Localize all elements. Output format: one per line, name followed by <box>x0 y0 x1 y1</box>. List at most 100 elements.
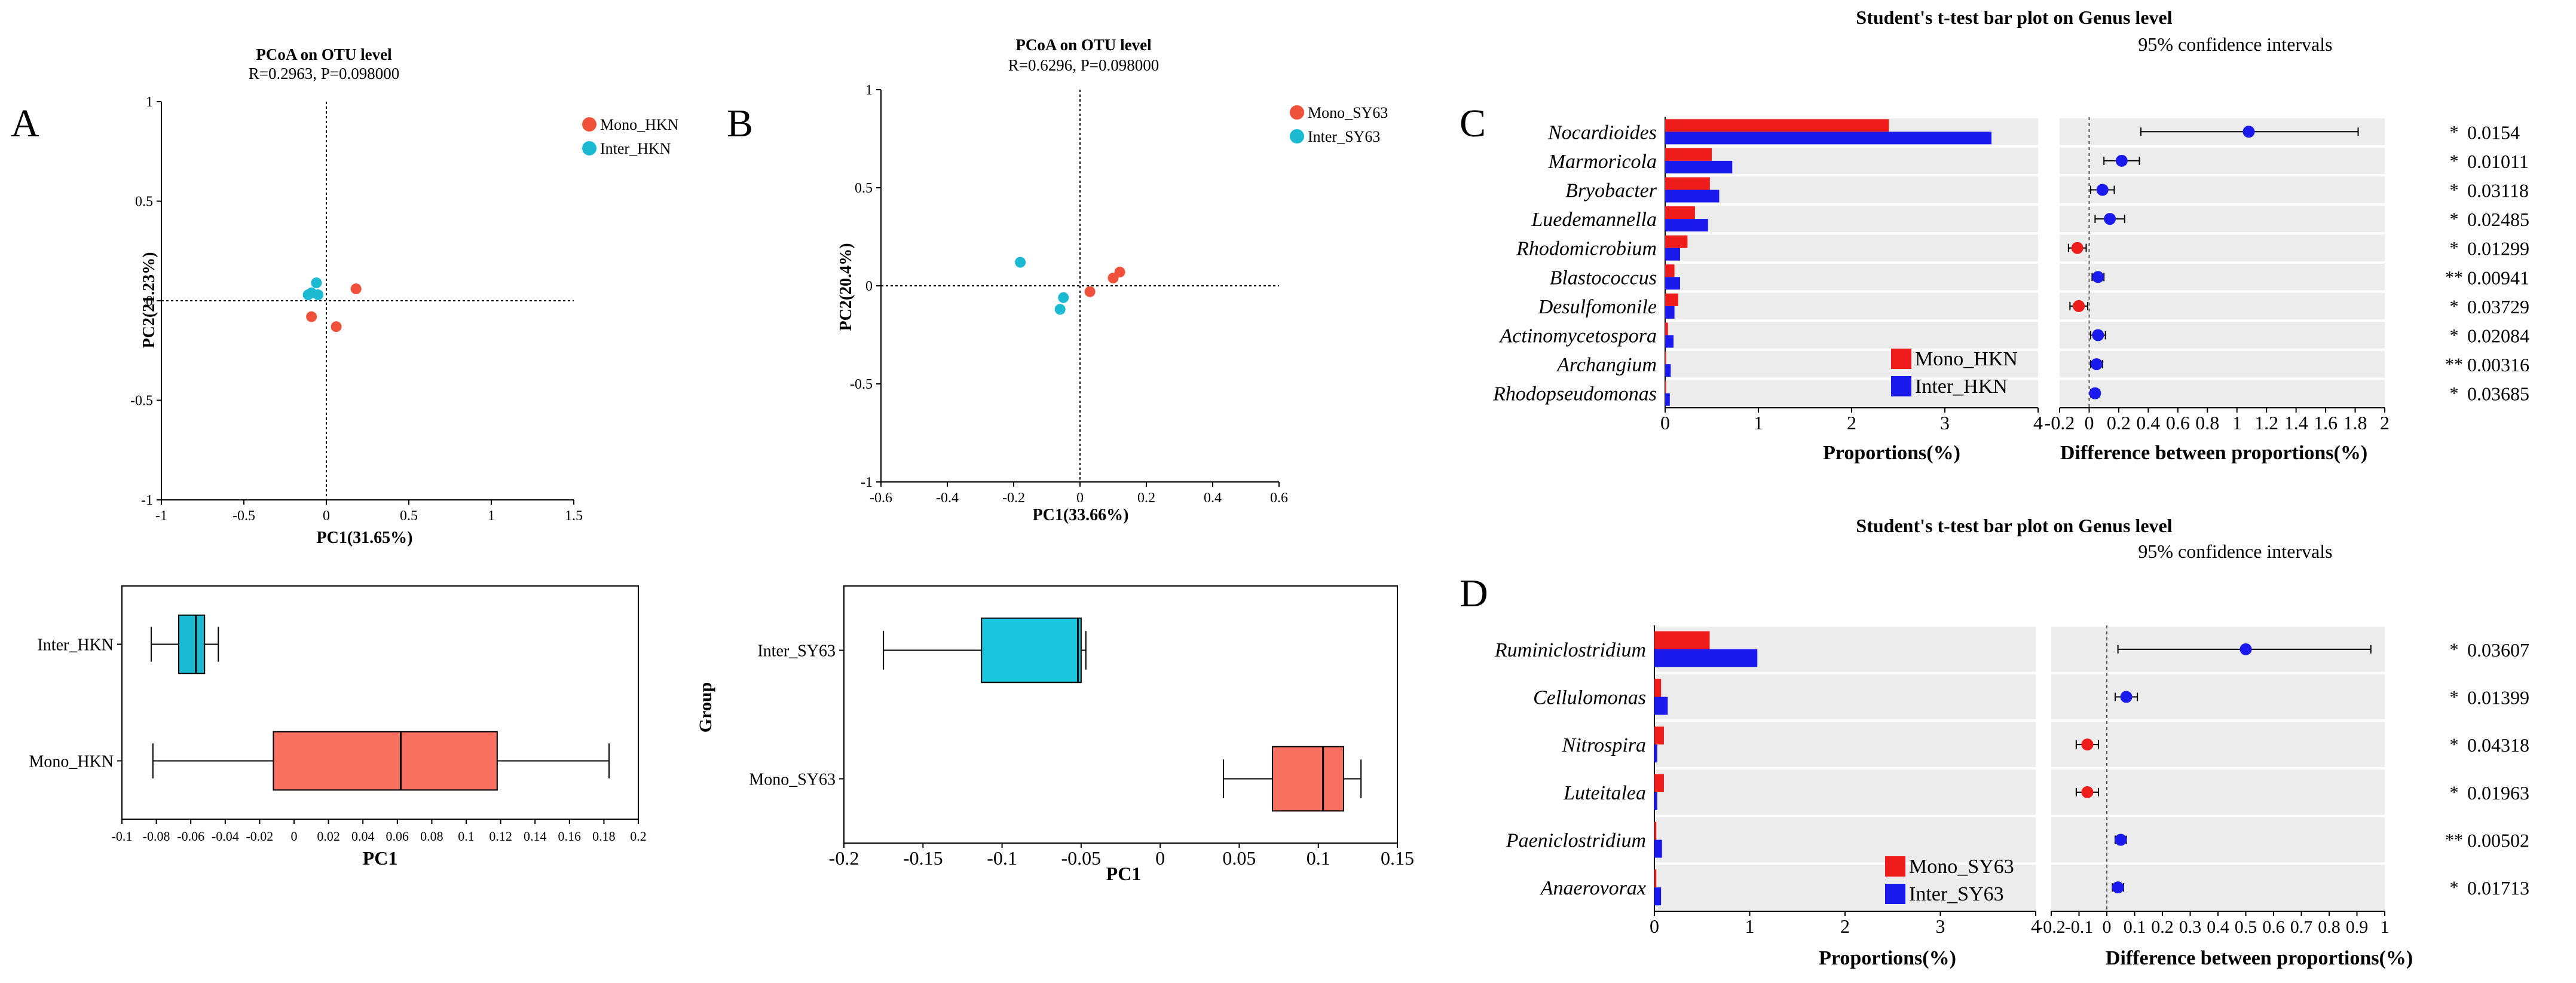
p-value: 0.0154 <box>2467 121 2520 143</box>
row-background <box>1665 264 2038 291</box>
x-tick-label: 0.08 <box>420 829 443 844</box>
bar-inter-sy63 <box>1654 887 1662 906</box>
legend-swatch <box>1885 884 1905 904</box>
x-tick-label: 0 <box>323 508 330 524</box>
x-tick-label: -0.08 <box>143 829 170 844</box>
x-tick-label: 0.12 <box>489 829 512 844</box>
diff-tick-label: 0.7 <box>2290 917 2313 937</box>
diff-tick-label: 1 <box>2232 412 2242 434</box>
bar-inter-sy63 <box>1654 744 1657 763</box>
prop-tick-label: 1 <box>1745 915 1755 937</box>
bar-inter-sy63 <box>1654 649 1758 667</box>
significance-mark: * <box>2450 239 2459 258</box>
data-point-inter-hkn <box>302 289 314 301</box>
bar-inter-sy63 <box>1654 792 1657 810</box>
category-label: Nocardioides <box>1547 121 1657 144</box>
legend-label: Inter_HKN <box>1915 376 2008 398</box>
bar-inter-hkn <box>1665 219 1708 232</box>
row-background <box>2060 322 2385 349</box>
bar-mono-hkn <box>1665 352 1666 365</box>
diff-point <box>2073 300 2085 312</box>
significance-mark: * <box>2450 122 2459 142</box>
p-value: 0.02485 <box>2467 209 2529 230</box>
bar-mono-hkn <box>1665 293 1678 306</box>
x-tick-label: 0.4 <box>1204 490 1222 506</box>
row-background <box>1654 817 2036 863</box>
ttest-d-subtitle: 95% confidence intervals <box>2138 541 2332 562</box>
diff-tick-label: -0.2 <box>2037 917 2066 937</box>
data-point-mono-hkn <box>350 283 362 295</box>
pcoa-b-title: PCoA on OTU level <box>1015 36 1152 54</box>
x-tick-label: 0.1 <box>458 829 475 844</box>
bar-mono-hkn <box>1665 177 1710 190</box>
data-point-inter-hkn <box>311 277 322 289</box>
data-point-inter-sy63 <box>1058 292 1069 303</box>
significance-mark: * <box>2450 181 2459 200</box>
legend-swatch <box>1891 349 1911 369</box>
bar-mono-hkn <box>1665 235 1688 248</box>
data-point-mono-sy63 <box>1084 286 1096 297</box>
diff-tick-label: 0.5 <box>2235 917 2257 937</box>
x-tick-label: -0.6 <box>870 490 892 506</box>
bar-mono-sy63 <box>1654 631 1710 649</box>
category-label: Rhodomicrobium <box>1516 238 1657 260</box>
row-background <box>1654 674 2036 720</box>
row-background <box>1665 380 2038 407</box>
row-background <box>1665 322 2038 349</box>
panel-label-c: C <box>1460 102 1486 145</box>
row-background <box>2060 292 2385 320</box>
y-tick-label: 0 <box>146 294 153 309</box>
diff-tick-label: 1.8 <box>2344 412 2367 434</box>
pcoa-b-subtitle: R=0.6296, P=0.098000 <box>1008 56 1159 74</box>
legend-marker <box>582 117 596 132</box>
p-value: 0.00502 <box>2467 830 2529 851</box>
data-point-inter-sy63 <box>1015 257 1026 268</box>
significance-mark: * <box>2450 878 2459 897</box>
x-tick-label: 0.06 <box>386 829 409 844</box>
box-b-plot: -0.2 -0.15 -0.1 -0.05 0 0.05 0.1 0.15 Inter_SY63… <box>749 585 1414 869</box>
p-value: 0.00316 <box>2467 354 2529 376</box>
significance-mark: * <box>2450 783 2459 802</box>
x-tick-label: -0.1 <box>987 847 1017 869</box>
diff-tick-label: 0.2 <box>2151 917 2174 937</box>
category-label: Luteitalea <box>1563 782 1646 804</box>
x-tick-label: 0 <box>291 829 298 844</box>
x-tick-label: -0.2 <box>1002 490 1025 506</box>
category-label: Desulfomonile <box>1538 296 1657 318</box>
x-tick-label: 0.18 <box>592 829 616 844</box>
box-mono-sy63 <box>1271 746 1345 812</box>
pcoa-a-title: PCoA on OTU level <box>256 45 392 63</box>
pcoa-a-plot: -1 -0.5 0 0.5 1 1.5 -1 -0.5 0 0.5 1 Mono_HKN Inter_H… <box>130 94 679 524</box>
diff-point <box>2092 271 2104 283</box>
bar-inter-hkn <box>1665 132 1991 145</box>
diff-tick-label: 0.3 <box>2179 917 2202 937</box>
legend-label: Inter_HKN <box>600 140 671 157</box>
group-label: Inter_SY63 <box>757 642 836 661</box>
row-background <box>2051 817 2385 863</box>
legend-swatch <box>1885 856 1905 877</box>
x-tick-label: -0.5 <box>232 508 255 524</box>
prop-tick-label: 1 <box>1754 412 1763 434</box>
prop-tick-label: 4 <box>2031 915 2040 937</box>
box-a-plot: -0.1 -0.08 -0.06 -0.04 -0.02 0 0.02 0.04 0.06 0.0… <box>29 585 647 844</box>
diff-tick-label: 2 <box>2380 412 2390 434</box>
x-tick-label: 0.2 <box>1137 490 1155 506</box>
p-value: 0.02084 <box>2467 325 2529 347</box>
diff-tick-label: 0.2 <box>2107 412 2131 434</box>
diff-tick-label: 1 <box>2381 917 2390 937</box>
row-background <box>2060 264 2385 291</box>
diff-point <box>2120 691 2133 703</box>
bar-mono-hkn <box>1665 264 1675 277</box>
x-tick-label: -1 <box>155 508 167 524</box>
p-value: 0.03118 <box>2467 180 2529 202</box>
x-tick-label: -0.4 <box>936 490 959 506</box>
diff-tick-label: 1.4 <box>2284 412 2308 434</box>
significance-mark: * <box>2450 735 2459 755</box>
pcoa-a-subtitle: R=0.2963, P=0.098000 <box>249 65 399 83</box>
diff-tick-label: 0.9 <box>2346 917 2369 937</box>
diff-point <box>2092 329 2104 341</box>
y-tick-label: 1 <box>865 83 873 98</box>
diff-point <box>2242 126 2255 138</box>
legend-label: Mono_HKN <box>1915 348 2018 370</box>
significance-mark: * <box>2450 384 2459 404</box>
